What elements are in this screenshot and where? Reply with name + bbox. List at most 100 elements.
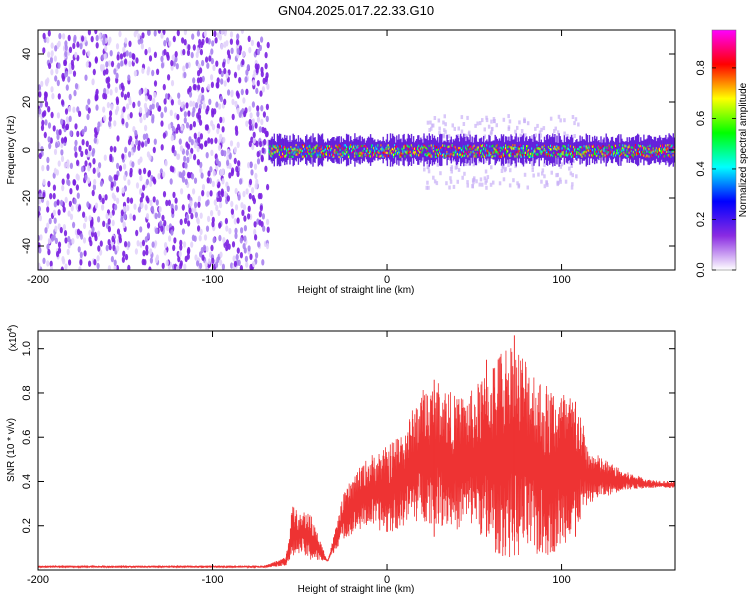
spectrogram-cell <box>564 145 567 148</box>
spectrogram-cell <box>434 155 437 158</box>
spectrogram-cell <box>508 119 512 124</box>
spectrogram-cell <box>587 146 590 149</box>
spectrogram-cell <box>359 135 361 165</box>
spectrogram-cell <box>437 158 440 163</box>
spectrogram-cell <box>142 250 146 257</box>
spectrogram-cell <box>294 150 297 153</box>
spectrogram-cell <box>153 51 157 58</box>
spectrogram-cell <box>576 155 578 159</box>
spectrogram-cell <box>670 151 673 154</box>
spectrogram-cell <box>643 148 645 151</box>
spectrogram-cell <box>532 173 535 178</box>
spectrogram-cell <box>215 157 219 165</box>
spectrogram-cell <box>480 155 483 158</box>
spectrogram-cell <box>294 148 297 151</box>
spectrogram-cell <box>177 98 181 106</box>
spectrogram-cell <box>103 53 107 60</box>
spectrogram-cell <box>255 87 259 95</box>
spectrogram-cell <box>110 60 115 68</box>
spectrogram-cell <box>171 54 175 61</box>
spectrogram-cell <box>404 139 406 161</box>
spectrogram-cell <box>140 43 144 50</box>
spectrogram-cell <box>229 31 234 38</box>
spectrogram-cell <box>141 32 145 39</box>
spectrogram-cell <box>316 154 319 157</box>
spectrogram-cell <box>594 150 596 153</box>
spectrogram-cell <box>630 149 633 153</box>
spectrogram-cell <box>483 127 486 132</box>
spectrogram-cell <box>471 148 474 151</box>
spectrogram-cell <box>375 147 377 150</box>
spectrogram-cell <box>234 187 238 195</box>
spectrogram-cell <box>499 146 502 149</box>
spectrogram-cell <box>336 136 338 164</box>
spectrogram-cell <box>322 152 325 156</box>
spectrogram-cell <box>88 236 92 243</box>
spectrogram-cell <box>113 264 117 270</box>
spectrogram-cell <box>148 94 153 102</box>
spectrogram-cell <box>588 144 591 147</box>
spectrogram-cell <box>151 69 155 77</box>
spectrogram-cell <box>201 184 206 191</box>
spectrogram-cell <box>379 155 381 158</box>
spectrogram-cell <box>628 151 631 154</box>
spectrogram-cell <box>466 115 469 120</box>
spectrogram-cell <box>441 155 443 158</box>
spectrogram-cell <box>276 149 279 152</box>
colorbar-tick-label: 0.2 <box>695 212 707 227</box>
spectrogram-cell <box>96 255 100 262</box>
spectrogram-cell <box>95 42 99 49</box>
spectrogram-cell <box>485 115 488 120</box>
spectrogram-cell <box>155 199 159 206</box>
spectrogram-cell <box>364 142 367 158</box>
spectrogram-cell <box>620 153 622 156</box>
spectrogram-cell <box>391 147 394 150</box>
y-tick-label: 0.6 <box>21 430 33 445</box>
spectrogram-cell <box>391 153 394 156</box>
spectrogram-cell <box>313 152 315 155</box>
spectrogram-cell <box>210 244 214 252</box>
spectrogram-cell <box>555 155 557 158</box>
spectrogram-cell <box>640 137 642 163</box>
spectrogram-cell <box>468 130 471 135</box>
spectrogram-cell <box>500 155 503 158</box>
spectrogram-cell <box>511 146 513 149</box>
spectrogram-cell <box>247 162 251 169</box>
spectrogram-cell <box>41 119 45 127</box>
spectrogram-cell <box>249 161 253 169</box>
spectrogram-cell <box>549 116 553 121</box>
spectrogram-cell <box>237 64 241 71</box>
spectrogram-cell <box>84 215 88 223</box>
spectrogram-cell <box>259 205 263 212</box>
spectrogram-cell <box>616 149 618 152</box>
spectrogram-cell <box>133 31 137 38</box>
spectrogram-cell <box>518 150 521 153</box>
spectrogram-cell <box>660 144 662 147</box>
spectrogram-cell <box>108 243 112 251</box>
spectrogram-cell <box>642 153 644 157</box>
spectrogram-cell <box>191 173 195 180</box>
spectrogram-cell <box>148 55 153 62</box>
spectrogram-cell <box>152 196 156 203</box>
spectrogram-cell <box>121 118 125 125</box>
spectrogram-cell <box>56 112 61 119</box>
spectrogram-cell <box>502 154 505 157</box>
spectrogram-cell <box>87 165 91 172</box>
spectrogram-cell <box>532 141 534 159</box>
spectrogram-cell <box>621 152 623 155</box>
spectrogram-cell <box>55 141 59 149</box>
spectrogram-cell <box>568 160 571 165</box>
spectrogram-cell <box>569 137 572 163</box>
spectrogram-cell <box>553 129 556 133</box>
spectrogram-cell <box>127 264 131 270</box>
spectrogram-cell <box>218 222 222 229</box>
spectrogram-cell <box>214 137 218 144</box>
spectrogram-cell <box>605 155 608 158</box>
spectrogram-cell <box>304 148 306 151</box>
spectrogram-cell <box>510 154 512 157</box>
spectrogram-cell <box>268 150 270 153</box>
spectrogram-cell <box>141 258 145 266</box>
spectrogram-cell <box>398 153 400 156</box>
spectrogram-cell <box>647 155 649 158</box>
spectrogram-cell <box>165 224 170 231</box>
